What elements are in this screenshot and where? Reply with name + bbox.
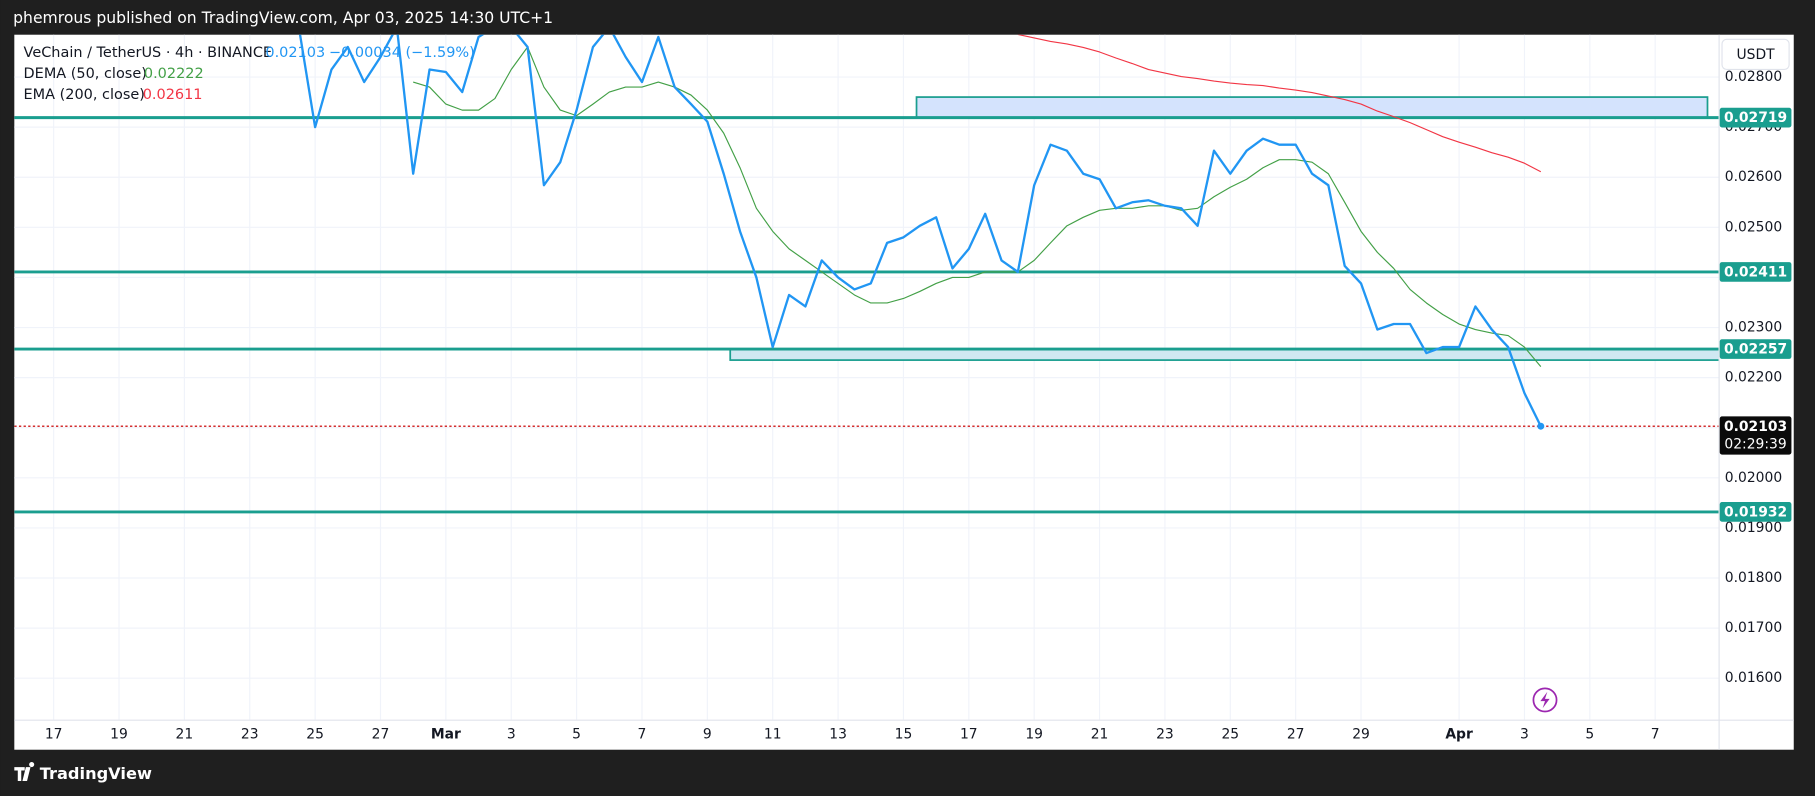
price-badge-label: 0.02103 <box>1724 419 1787 435</box>
level-badge <box>1719 339 1792 359</box>
legend-symbol: VeChain / TetherUS · 4h · BINANCE <box>24 45 273 61</box>
zone <box>915 96 1709 119</box>
legend-ema: EMA (200, close) <box>24 87 145 103</box>
x-tick-label: 19 <box>110 727 128 743</box>
level-badge-label: 0.02411 <box>1724 264 1787 280</box>
replay-icon[interactable] <box>1532 687 1558 713</box>
x-tick-label: 5 <box>1585 727 1594 743</box>
level-badge <box>1719 262 1792 282</box>
level-badge <box>1719 502 1792 522</box>
x-tick-label: 27 <box>372 727 390 743</box>
x-tick-label: 19 <box>1025 727 1043 743</box>
series-line <box>1017 34 1542 173</box>
y-tick-label: 0.01600 <box>1725 670 1782 686</box>
x-tick-label: 11 <box>764 727 782 743</box>
legend-change: −0.00034 (−1.59%) <box>329 45 475 61</box>
legend-dema: DEMA (50, close) <box>24 66 147 82</box>
legend-ema-value: 0.02611 <box>143 87 203 103</box>
currency-button[interactable] <box>1721 38 1790 70</box>
x-tick-label: 17 <box>960 727 978 743</box>
y-tick-label: 0.01800 <box>1725 570 1782 586</box>
level-badge-label: 0.02719 <box>1724 110 1787 126</box>
level-badge <box>1719 107 1792 128</box>
x-tick-label: Mar <box>431 727 461 743</box>
y-tick-label: 0.01900 <box>1725 520 1782 536</box>
level-badge-label: 0.01932 <box>1724 504 1787 520</box>
x-tick-label: 23 <box>1156 727 1174 743</box>
x-tick-label: 7 <box>1651 727 1660 743</box>
x-tick-label: 9 <box>703 727 712 743</box>
x-tick-label: 25 <box>1221 727 1239 743</box>
currency-label: USDT <box>1737 47 1776 63</box>
footer-brand: TradingView <box>40 764 152 783</box>
series-line <box>298 34 1542 427</box>
x-tick-label: 3 <box>1520 727 1529 743</box>
x-tick-label: 21 <box>176 727 194 743</box>
y-tick-label: 0.01700 <box>1725 620 1782 636</box>
x-tick-label: 17 <box>45 727 63 743</box>
x-tick-label: 13 <box>829 727 847 743</box>
x-tick-label: 23 <box>241 727 259 743</box>
plot <box>14 34 1719 514</box>
axes: 0.01600 0.01700 0.01800 0.01900 0.02000 0.021… <box>45 69 1792 743</box>
header-text: phemrous published on TradingView.com, A… <box>13 9 553 27</box>
x-tick-label: 15 <box>895 727 913 743</box>
y-tick-label: 0.02000 <box>1725 470 1782 486</box>
zone <box>729 348 1719 361</box>
x-tick-label: 5 <box>572 727 581 743</box>
x-tick-label: 21 <box>1091 727 1109 743</box>
legend: VeChain / TetherUS · 4h · BINANCE 0.0210… <box>24 45 475 103</box>
y-tick-label: 0.02500 <box>1725 219 1782 235</box>
price-badge <box>1719 416 1792 455</box>
y-tick-label: 0.02200 <box>1725 370 1782 386</box>
y-tick-label: 0.02300 <box>1725 320 1782 336</box>
x-tick-label: 7 <box>638 727 647 743</box>
level-badge-label: 0.02257 <box>1724 342 1787 358</box>
grid <box>14 34 1719 720</box>
legend-dema-value: 0.02222 <box>144 66 204 82</box>
footer-logo[interactable]: TradingView <box>14 761 152 783</box>
last-point <box>1537 422 1545 430</box>
x-tick-label: 27 <box>1287 727 1305 743</box>
x-tick-label: Apr <box>1445 727 1473 743</box>
y-tick-label: 0.02600 <box>1725 169 1782 185</box>
countdown-label: 02:29:39 <box>1724 437 1786 453</box>
y-tick-label: 0.02800 <box>1725 69 1782 85</box>
x-tick-label: 3 <box>507 727 516 743</box>
x-tick-label: 25 <box>306 727 324 743</box>
x-tick-label: 29 <box>1352 727 1370 743</box>
series-line <box>413 46 1542 367</box>
legend-price: 0.02103 <box>265 45 325 61</box>
